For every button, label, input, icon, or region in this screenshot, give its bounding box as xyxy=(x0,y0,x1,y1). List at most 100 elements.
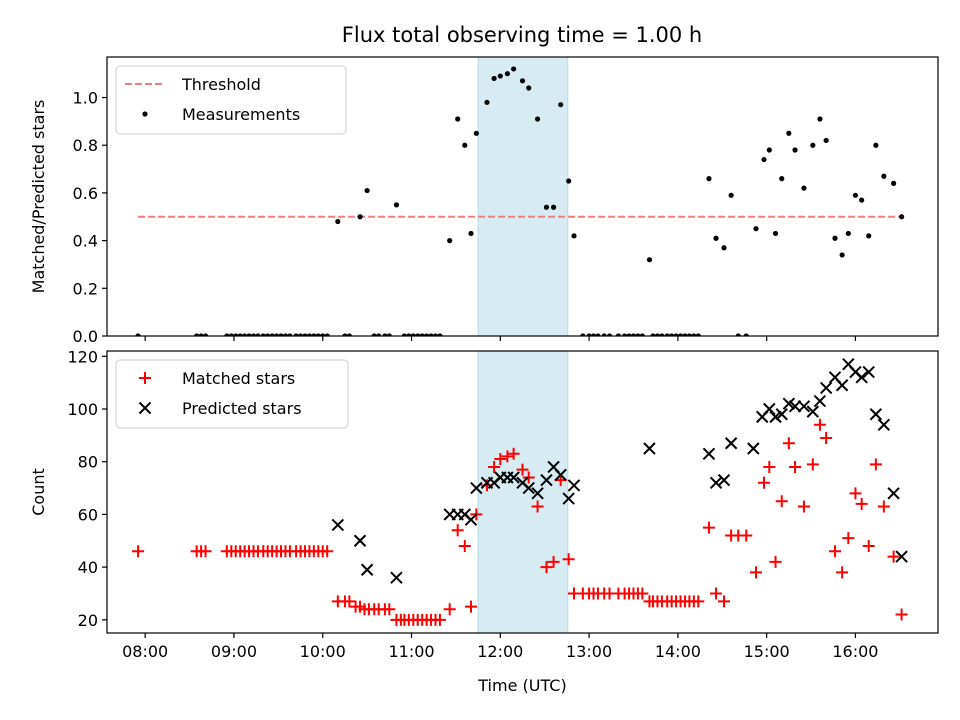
data-point xyxy=(819,381,833,395)
data-point xyxy=(554,468,567,482)
data-point xyxy=(763,460,776,473)
data-point xyxy=(558,102,564,108)
data-point xyxy=(622,333,628,336)
y-tick-label: 0.0 xyxy=(73,327,98,346)
data-point xyxy=(437,333,443,336)
data-point xyxy=(595,333,601,336)
data-point xyxy=(306,333,313,336)
data-point xyxy=(562,492,575,505)
data-point xyxy=(772,230,779,237)
legend-swatch xyxy=(142,111,148,117)
data-point xyxy=(324,333,330,336)
y-tick-label: 0.4 xyxy=(73,232,98,251)
data-point xyxy=(859,197,865,203)
data-point xyxy=(743,333,749,336)
data-point xyxy=(586,333,592,336)
data-point xyxy=(237,333,243,336)
data-point xyxy=(297,333,304,336)
data-point xyxy=(580,333,586,336)
data-point xyxy=(788,400,802,413)
data-point xyxy=(855,371,868,384)
data-point xyxy=(534,116,541,122)
data-point xyxy=(797,400,811,413)
data-point xyxy=(626,333,632,336)
data-point xyxy=(470,481,483,495)
data-point xyxy=(566,178,572,184)
data-point xyxy=(702,521,715,534)
data-point xyxy=(615,333,621,336)
data-point xyxy=(636,587,649,600)
data-point xyxy=(692,595,705,608)
y-tick-label: 20 xyxy=(78,611,98,630)
data-point xyxy=(782,437,795,450)
x-tick-label: 10:00 xyxy=(300,642,346,661)
data-point xyxy=(265,333,271,336)
data-point xyxy=(132,545,145,558)
data-point xyxy=(852,192,859,198)
data-point xyxy=(855,497,868,510)
data-point xyxy=(845,230,851,237)
data-point xyxy=(571,233,577,239)
data-point xyxy=(747,442,760,455)
data-point xyxy=(721,245,727,251)
data-point xyxy=(873,142,879,148)
data-point xyxy=(135,333,141,336)
data-point xyxy=(278,333,284,336)
y-tick-label: 0.6 xyxy=(73,184,98,203)
x-tick-label: 11:00 xyxy=(388,642,434,661)
data-point xyxy=(269,333,275,336)
data-point xyxy=(710,587,723,600)
data-point xyxy=(501,450,514,463)
data-point xyxy=(224,333,230,336)
data-point xyxy=(406,333,412,336)
top-shaded-span xyxy=(477,57,569,336)
data-point xyxy=(462,142,468,148)
data-point xyxy=(887,550,900,563)
data-point xyxy=(458,540,471,553)
top-plot-area xyxy=(135,57,905,336)
data-point xyxy=(428,333,434,336)
data-point xyxy=(728,192,734,198)
data-point xyxy=(654,333,661,336)
data-point xyxy=(468,230,474,237)
data-point xyxy=(315,333,321,336)
data-point xyxy=(432,333,439,336)
data-point xyxy=(839,252,845,258)
data-point xyxy=(869,458,882,471)
data-point xyxy=(695,333,701,336)
data-point xyxy=(869,408,883,421)
data-point xyxy=(646,257,653,263)
data-point xyxy=(342,333,348,336)
data-point xyxy=(302,333,308,336)
legend-label: Measurements xyxy=(182,105,300,124)
data-point xyxy=(386,333,392,336)
y-tick-label: 80 xyxy=(78,453,98,472)
data-point xyxy=(357,214,363,220)
data-point xyxy=(829,545,842,558)
data-point xyxy=(735,333,741,336)
data-point xyxy=(199,545,212,558)
data-point xyxy=(465,600,478,613)
data-point xyxy=(686,333,693,336)
x-tick-label: 09:00 xyxy=(211,642,257,661)
data-point xyxy=(820,431,833,444)
data-point xyxy=(371,333,377,336)
data-point xyxy=(522,471,535,484)
data-point xyxy=(709,476,723,489)
y-tick-label: 0.2 xyxy=(73,279,98,298)
data-point xyxy=(761,156,767,163)
data-point xyxy=(789,460,802,473)
data-point xyxy=(677,333,684,336)
data-point xyxy=(293,333,299,336)
data-point xyxy=(198,333,204,336)
data-point xyxy=(813,418,826,431)
data-point xyxy=(531,487,544,500)
data-point xyxy=(504,71,511,77)
y-tick-label: 1.0 xyxy=(73,89,98,108)
legend-swatch xyxy=(139,372,151,384)
data-point xyxy=(383,603,396,616)
data-point xyxy=(451,524,464,537)
data-point xyxy=(797,500,810,513)
x-tick-label: 14:00 xyxy=(655,642,701,661)
series-predicted-stars xyxy=(331,357,908,584)
